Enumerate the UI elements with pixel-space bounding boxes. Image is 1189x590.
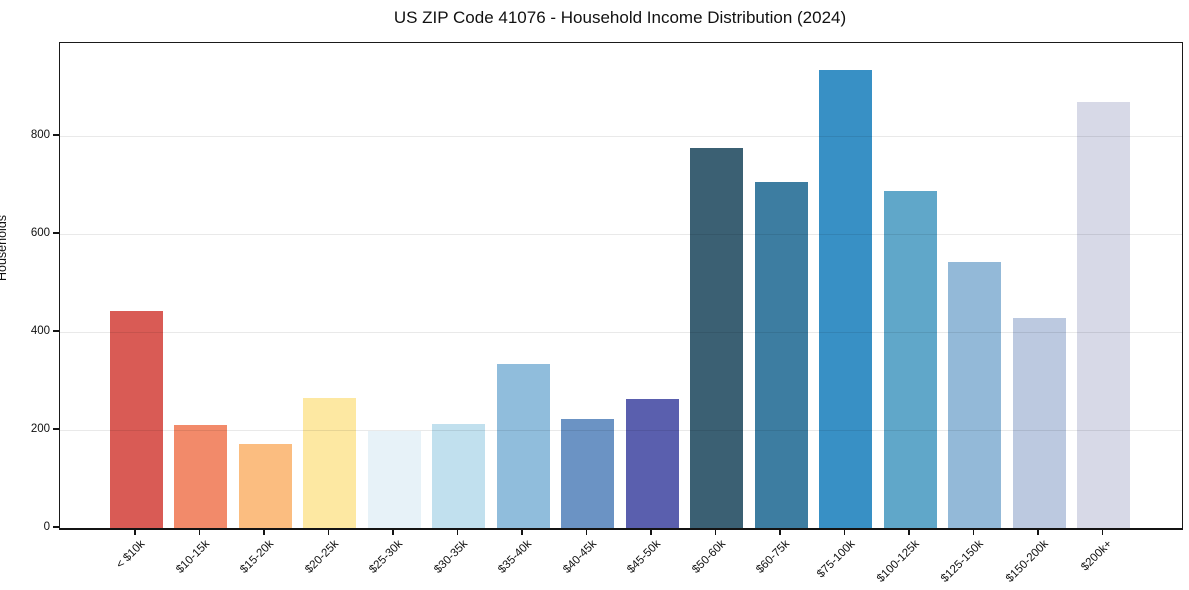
- x-tick-label-$35-40k: $35-40k: [496, 538, 535, 576]
- x-tick-label-$50-60k: $50-60k: [690, 538, 728, 576]
- x-tick-label-< $10k: < $10k: [114, 538, 148, 572]
- x-tick-mark: [521, 529, 523, 535]
- x-tick-label-$125-150k: $125-150k: [939, 538, 986, 585]
- x-tick-label-$10-15k: $10-15k: [174, 538, 212, 576]
- bar-$25-30k: [367, 430, 421, 528]
- bar-$30-35k: [432, 423, 485, 528]
- gridline-y-600: [60, 233, 1182, 235]
- y-tick-label-0: 0: [43, 521, 50, 533]
- x-tick-mark: [327, 529, 330, 535]
- bar-$20-25k: [303, 397, 356, 528]
- x-tick-label-$15-20k: $15-20k: [238, 538, 277, 576]
- gridline-y-800: [60, 135, 1182, 137]
- bar-$50-60k: [690, 148, 743, 528]
- y-tick-label-600: 600: [30, 227, 50, 240]
- x-tick-label-$60-75k: $60-75k: [754, 538, 793, 576]
- bar-$35-40k: [496, 363, 550, 528]
- y-tick-label-200: 200: [30, 423, 50, 436]
- x-tick-label-$30-35k: $30-35k: [432, 538, 470, 576]
- bar-$150-200k: [1012, 317, 1066, 528]
- bar-$125-150k: [948, 262, 1001, 528]
- x-tick-mark: [456, 529, 459, 535]
- x-tick-mark: [392, 529, 394, 535]
- bar-< $10k: [109, 311, 163, 528]
- bar-$200k+: [1077, 101, 1130, 528]
- x-tick-mark: [1037, 529, 1039, 535]
- y-tick-mark: [53, 134, 59, 136]
- y-tick-label-400: 400: [30, 325, 50, 338]
- x-tick-label-$45-50k: $45-50k: [625, 538, 664, 576]
- x-tick-mark: [714, 529, 717, 535]
- x-tick-mark: [843, 529, 846, 535]
- bar-$45-50k: [625, 398, 679, 528]
- gridline-y-200: [60, 429, 1182, 431]
- y-axis-label: Households: [0, 214, 9, 281]
- x-tick-mark: [972, 529, 975, 535]
- x-tick-label-$150-200k: $150-200k: [1003, 538, 1051, 585]
- bar-$10-15k: [174, 425, 227, 528]
- x-tick-mark: [134, 529, 136, 535]
- x-tick-label-$200k+: $200k+: [1079, 538, 1115, 574]
- y-tick-mark: [53, 330, 59, 332]
- x-tick-label-$20-25k: $20-25k: [303, 538, 341, 576]
- y-tick-mark: [53, 428, 59, 430]
- plot-area: [59, 42, 1183, 530]
- bar-$40-45k: [561, 418, 614, 528]
- x-tick-mark: [779, 529, 781, 535]
- x-tick-label-$100-125k: $100-125k: [874, 538, 922, 585]
- chart-title: US ZIP Code 41076 - Household Income Dis…: [393, 8, 847, 27]
- bar-$60-75k: [754, 182, 808, 528]
- x-tick-mark: [585, 529, 588, 535]
- x-tick-mark: [198, 529, 201, 535]
- x-tick-label-$75-100k: $75-100k: [814, 538, 857, 581]
- y-tick-mark: [53, 232, 59, 234]
- bar-$15-20k: [238, 444, 292, 528]
- bar-$75-100k: [819, 69, 872, 528]
- gridline-y-400: [60, 331, 1182, 333]
- x-tick-mark: [263, 529, 265, 535]
- x-tick-mark: [908, 529, 910, 535]
- x-tick-mark: [650, 529, 652, 535]
- x-tick-mark: [1101, 529, 1104, 535]
- y-tick-mark: [53, 526, 59, 528]
- x-tick-label-$40-45k: $40-45k: [561, 538, 599, 576]
- y-tick-label-800: 800: [30, 129, 50, 142]
- x-tick-label-$25-30k: $25-30k: [367, 538, 406, 576]
- bar-$100-125k: [883, 190, 937, 528]
